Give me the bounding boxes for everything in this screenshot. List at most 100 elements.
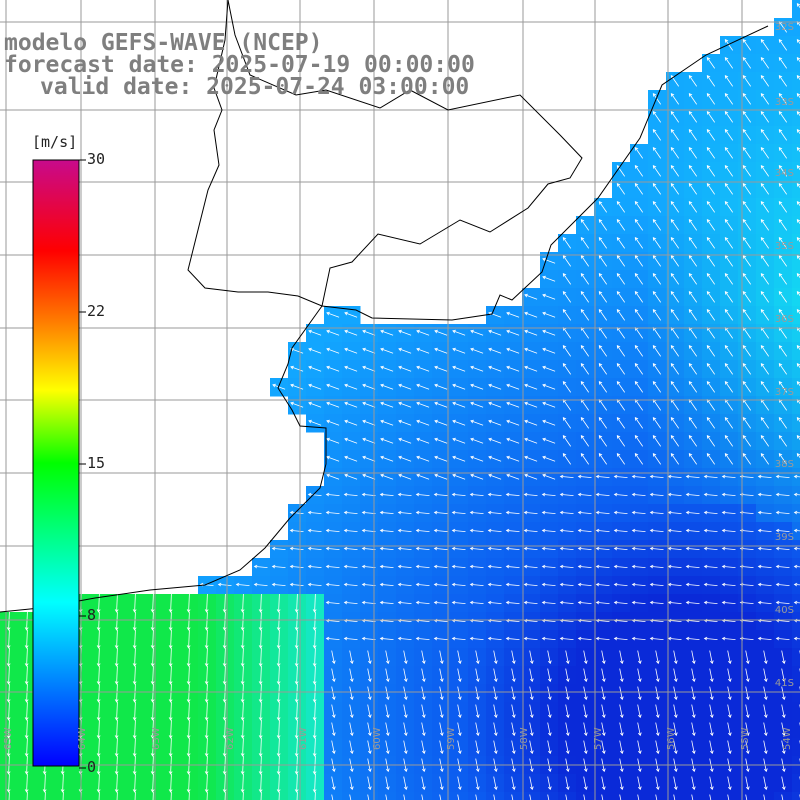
wind-arrow bbox=[188, 791, 190, 800]
wind-arrow bbox=[487, 528, 502, 533]
wind-arrow bbox=[616, 308, 626, 321]
wind-arrow bbox=[706, 416, 716, 429]
wind-arrow bbox=[457, 722, 462, 737]
wind-arrow bbox=[475, 704, 480, 719]
wind-arrow bbox=[547, 794, 550, 800]
wind-arrow bbox=[380, 419, 394, 426]
wind-cell bbox=[450, 792, 469, 800]
wind-arrow bbox=[397, 528, 412, 533]
wind-cell bbox=[792, 360, 800, 379]
wind-arrow bbox=[580, 380, 590, 393]
wind-arrow bbox=[742, 236, 752, 249]
wind-arrow bbox=[721, 528, 736, 533]
wind-arrow bbox=[488, 365, 502, 372]
wind-arrow bbox=[703, 510, 718, 515]
wind-cell bbox=[792, 414, 800, 433]
wind-arrow bbox=[760, 236, 770, 249]
wind-arrow bbox=[271, 546, 286, 551]
wind-arrow bbox=[271, 582, 286, 587]
lat-label: 32S bbox=[775, 22, 794, 33]
wind-arrow bbox=[577, 510, 592, 515]
wind-arrow bbox=[742, 182, 752, 195]
wind-arrow bbox=[511, 776, 516, 791]
wind-arrow bbox=[670, 380, 680, 393]
wind-arrow bbox=[796, 236, 800, 243]
wind-arrow bbox=[562, 344, 572, 357]
wind-arrow bbox=[367, 650, 372, 665]
wind-cell bbox=[792, 450, 800, 469]
wind-cell bbox=[396, 792, 415, 800]
wind-arrow bbox=[186, 629, 191, 649]
wind-arrow bbox=[580, 416, 590, 429]
wind-arrow bbox=[475, 722, 480, 737]
wind-arrow bbox=[367, 686, 372, 701]
wind-arrow bbox=[379, 564, 394, 569]
wind-arrow bbox=[673, 776, 678, 791]
wind-arrow bbox=[524, 473, 538, 480]
wind-arrow bbox=[634, 200, 644, 213]
wind-arrow bbox=[457, 686, 462, 701]
lon-label: 57W bbox=[593, 727, 604, 750]
wind-arrow bbox=[688, 128, 698, 141]
wind-arrow bbox=[649, 528, 664, 533]
wind-arrow bbox=[294, 683, 299, 703]
lon-label: 65W bbox=[3, 727, 14, 750]
wind-arrow bbox=[524, 311, 538, 318]
wind-arrow bbox=[706, 92, 716, 105]
wind-arrow bbox=[655, 704, 660, 719]
lon-label: 59W bbox=[446, 727, 457, 750]
wind-arrow bbox=[745, 722, 750, 737]
lon-label: 58W bbox=[519, 727, 530, 750]
lon-label: 54W bbox=[782, 727, 793, 750]
wind-arrow bbox=[706, 452, 716, 465]
wind-arrow bbox=[565, 686, 570, 701]
wind-arrow bbox=[760, 344, 770, 357]
wind-arrow bbox=[619, 686, 624, 701]
wind-arrow bbox=[757, 564, 772, 569]
wind-arrow bbox=[242, 791, 244, 800]
wind-arrow bbox=[793, 474, 800, 479]
wind-arrow bbox=[619, 740, 624, 755]
wind-arrow bbox=[778, 290, 788, 303]
wind-arrow bbox=[709, 704, 714, 719]
wind-arrow bbox=[583, 668, 588, 683]
wind-arrow bbox=[565, 776, 570, 791]
wind-arrow bbox=[652, 218, 662, 231]
wind-arrow bbox=[670, 290, 680, 303]
wind-arrow bbox=[670, 200, 680, 213]
wind-arrow bbox=[150, 701, 155, 721]
wind-arrow bbox=[6, 701, 11, 721]
lat-label: 35S bbox=[775, 241, 794, 252]
wind-arrow bbox=[439, 776, 444, 791]
wind-arrow bbox=[542, 257, 556, 264]
wind-arrow bbox=[598, 254, 608, 267]
wind-arrow bbox=[416, 437, 430, 444]
wind-arrow bbox=[6, 665, 11, 685]
wind-arrow bbox=[634, 164, 644, 177]
wind-arrow bbox=[619, 722, 624, 737]
wind-arrow bbox=[781, 776, 786, 791]
wind-arrow bbox=[724, 308, 734, 321]
wind-arrow bbox=[742, 56, 752, 69]
wind-arrow bbox=[637, 650, 642, 665]
wind-arrow bbox=[721, 510, 736, 515]
wind-arrow bbox=[580, 434, 590, 447]
wind-arrow bbox=[294, 737, 299, 757]
wind-arrow bbox=[542, 473, 556, 480]
wind-arrow bbox=[416, 473, 430, 480]
wind-arrow bbox=[542, 293, 556, 300]
wind-arrow bbox=[619, 704, 624, 719]
wind-arrow bbox=[511, 650, 516, 665]
wind-arrow bbox=[487, 564, 502, 569]
wind-arrow bbox=[781, 722, 786, 737]
wind-arrow bbox=[240, 683, 245, 703]
wind-arrow bbox=[742, 146, 752, 159]
wind-arrow bbox=[796, 38, 800, 45]
wind-arrow bbox=[583, 686, 588, 701]
wind-arrow bbox=[634, 272, 644, 285]
wind-arrow bbox=[511, 668, 516, 683]
wind-arrow bbox=[168, 773, 173, 793]
wind-cell bbox=[612, 792, 631, 800]
wind-arrow bbox=[397, 600, 412, 605]
wind-arrow bbox=[580, 236, 590, 249]
